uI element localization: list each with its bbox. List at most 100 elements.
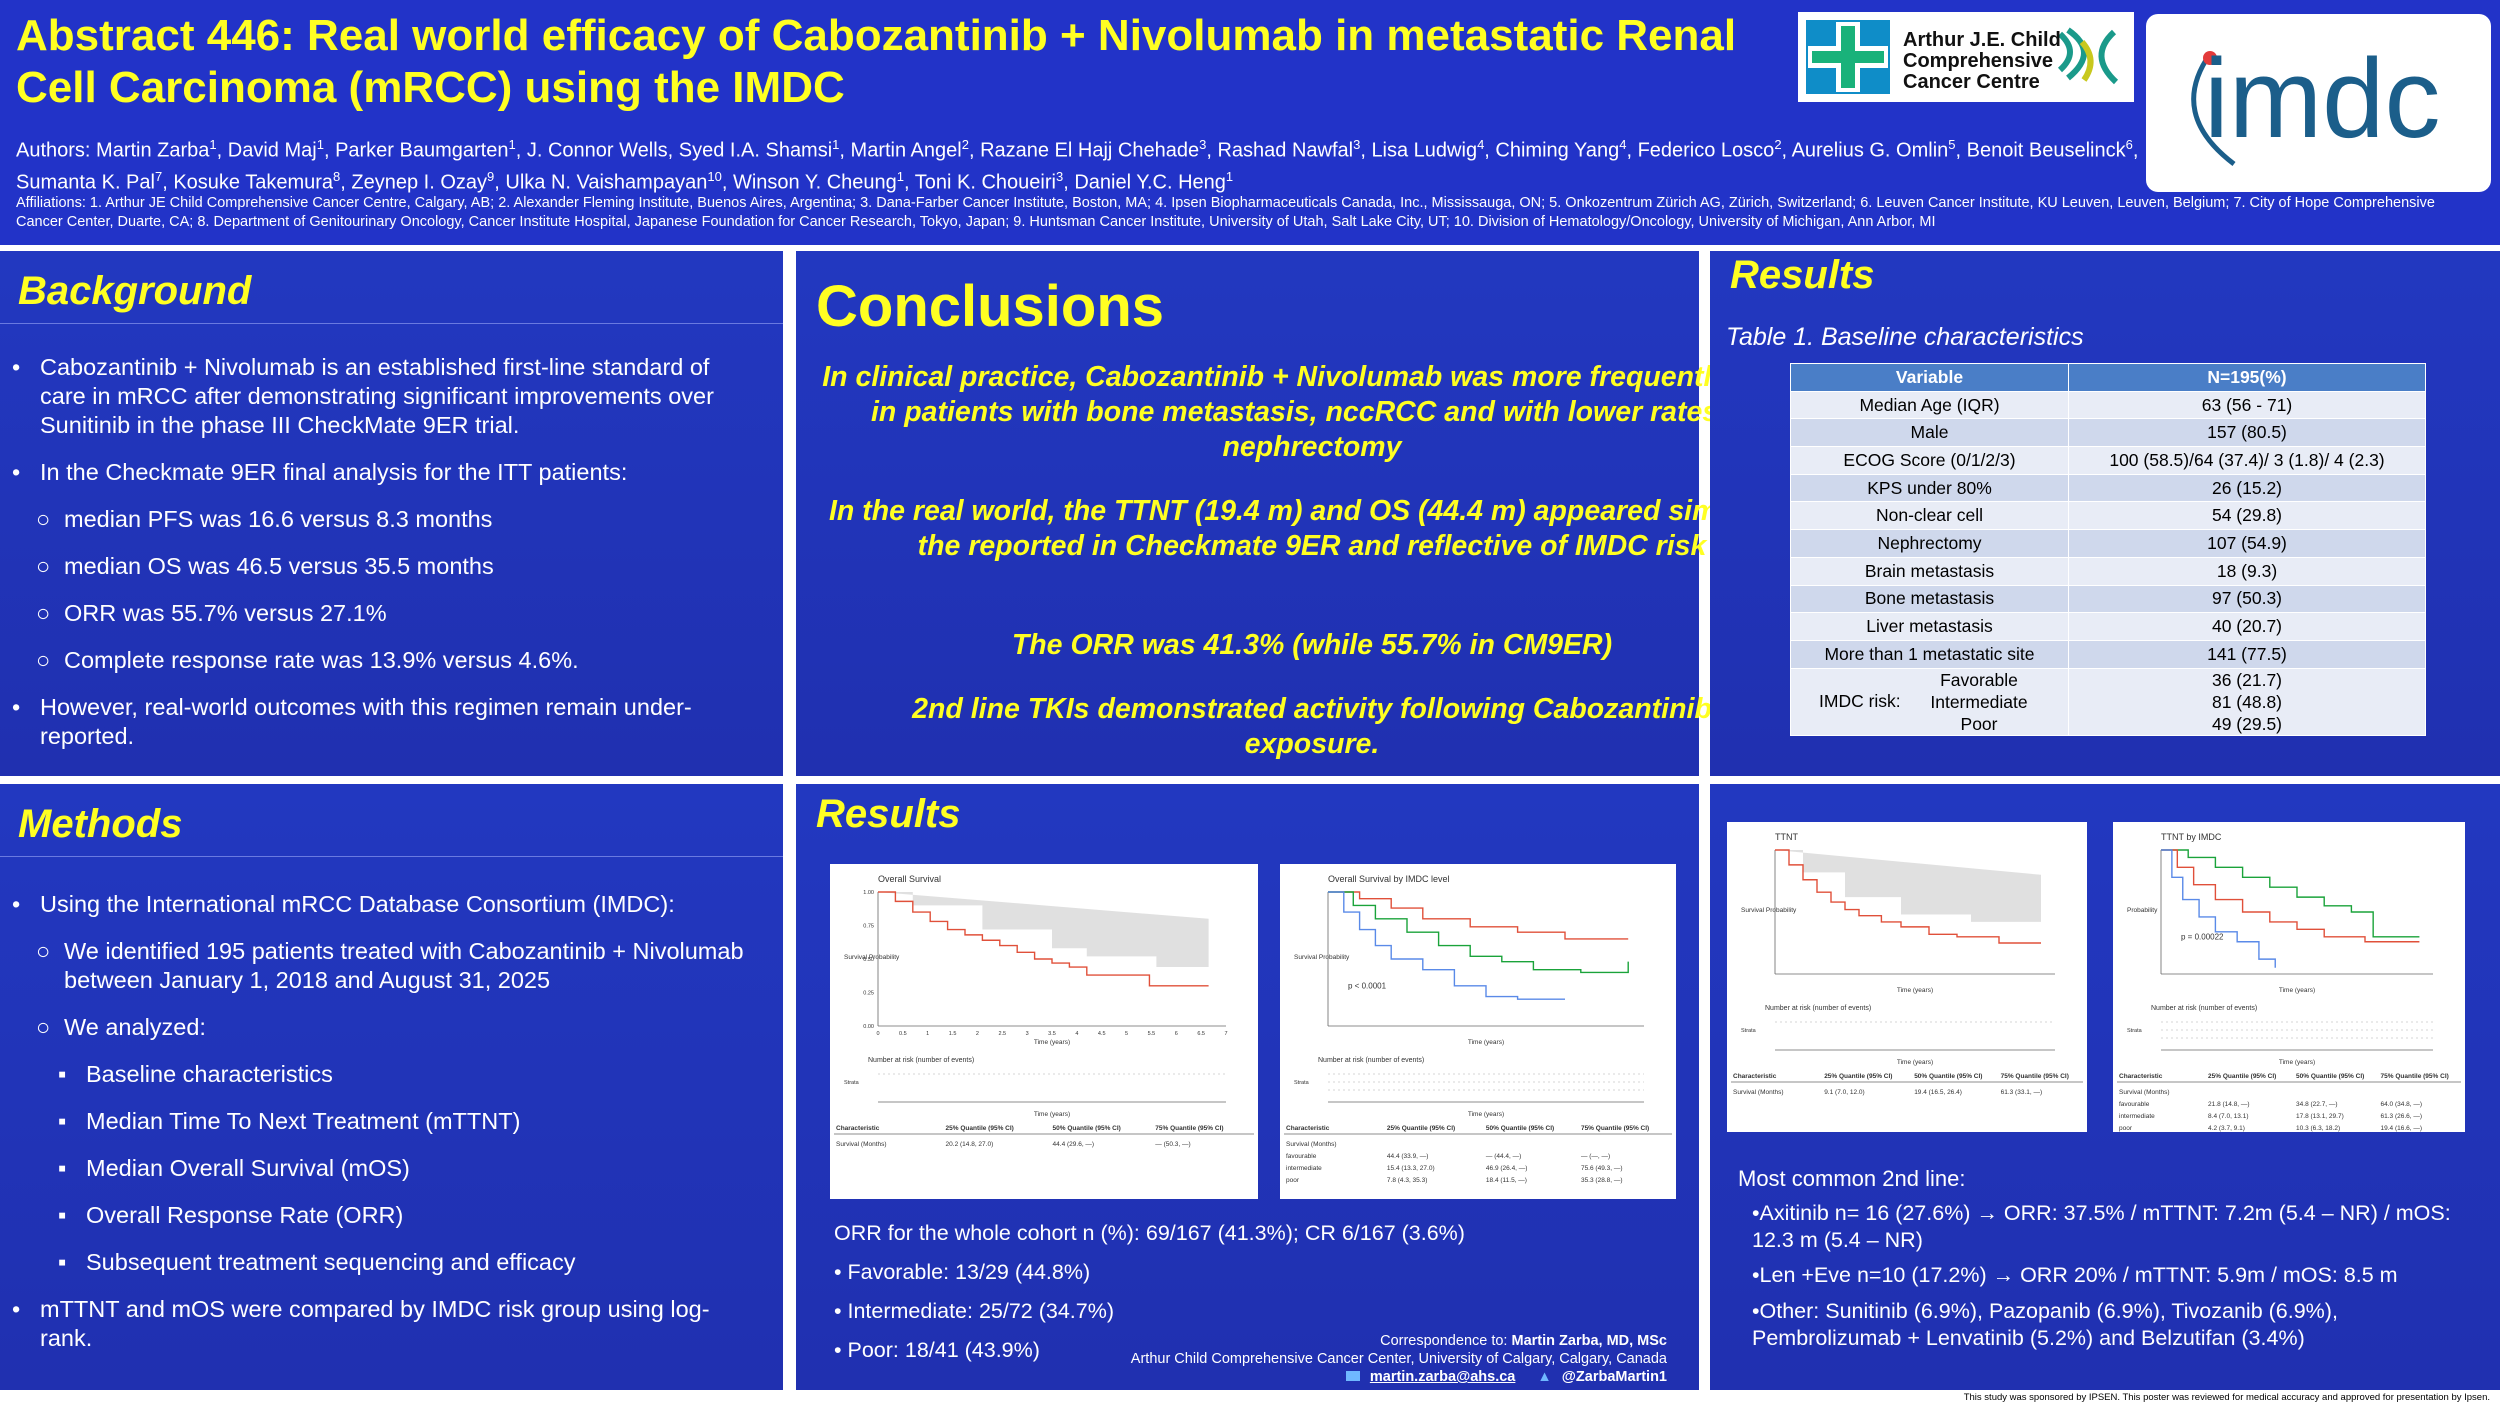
bullet-icon: • — [12, 459, 21, 485]
author-affiliation-number: 5 — [1948, 137, 1956, 152]
table-cell-value: 54 (29.8) — [2068, 501, 2426, 531]
methods-title: Methods — [18, 802, 183, 846]
correspondence-institution: Arthur Child Comprehensive Cancer Center… — [1130, 1351, 1667, 1367]
y-tick-label: 0.25 — [863, 991, 874, 997]
summary-table-cell: 34.8 (22.7, —) — [2296, 1101, 2338, 1108]
summary-table-head: 25% Quantile (95% CI) — [946, 1125, 1014, 1132]
correspondence: Correspondence to: Martin Zarba, MD, MSc… — [1100, 1332, 1667, 1386]
summary-table-cell: — (44.4, —) — [1486, 1153, 1521, 1160]
x-tick-label: 6 — [1175, 1031, 1178, 1037]
table-cell-value: 107 (54.9) — [2068, 529, 2426, 558]
table-cell-variable: ECOG Score (0/1/2/3) — [1790, 446, 2069, 475]
summary-table-cell: — (—, —) — [1581, 1153, 1610, 1160]
results-title-right: Results — [1730, 253, 1875, 297]
logo-line-2: Comprehensive — [1903, 50, 2054, 72]
list-item: ○ We analyzed: — [36, 1013, 760, 1042]
confidence-band — [1775, 850, 2041, 925]
author-name: Chiming Yang — [1495, 139, 1620, 162]
summary-table-cell: 9.1 (7.0, 12.0) — [1824, 1089, 1864, 1096]
conclusion-3: The ORR was 41.3% (while 55.7% in CM9ER) — [1011, 629, 1613, 661]
summary-table-cell: Survival (Months) — [836, 1141, 887, 1148]
list-item-text: Using the International mRCC Database Co… — [40, 891, 675, 917]
summary-table-cell: 61.3 (26.6, —) — [2381, 1113, 2423, 1120]
author-name: Razane El Hajj Chehade — [980, 139, 1200, 162]
survival-curve — [1775, 849, 2041, 944]
list-item-text: Baseline characteristics — [86, 1061, 333, 1087]
author-name: Parker Baumgarten — [335, 139, 509, 162]
strata-label: Strata — [1294, 1080, 1310, 1086]
sponsor-footer: This study was sponsored by IPSEN. This … — [1963, 1392, 2490, 1403]
survival-curve — [1328, 891, 1565, 1000]
table-row: Male 157 (80.5) — [1790, 418, 2426, 448]
table-cell-value: 157 (80.5) — [2068, 418, 2426, 448]
x-tick-label: 3.5 — [1048, 1031, 1056, 1037]
imdc-group: Poor — [1960, 713, 1998, 734]
author-name: Winson Y. Cheung — [732, 171, 897, 194]
plot-xlabel: Time (years) — [2279, 987, 2315, 994]
logo-line-1: Arthur J.E. Child — [1903, 29, 2061, 51]
table-cell-value: 18 (9.3) — [2068, 556, 2426, 586]
x-tick-label: 0 — [876, 1031, 879, 1037]
conclusion-2: In the real world, the TTNT (19.4 m) and… — [828, 495, 1796, 562]
table-cell-value: 63 (56 - 71) — [2068, 390, 2426, 420]
list-item-text: Overall Response Rate (ORR) — [86, 1202, 404, 1228]
orr-line-3: • Intermediate: 25/72 (34.7%) — [834, 1299, 1115, 1323]
list-item: • Cabozantinib + Nivolumab is an establis… — [12, 353, 760, 440]
author-affiliation-number: 1 — [209, 137, 217, 152]
x-tick-label: 7 — [1224, 1031, 1227, 1037]
risk-xlabel: Time (years) — [1468, 1111, 1504, 1118]
summary-table-head: 75% Quantile (95% CI) — [2381, 1073, 2449, 1080]
table-cell-variable: Brain metastasis — [1790, 556, 2069, 586]
survival-curve — [1328, 891, 1629, 974]
second-line-3: •Other: Sunitinib (6.9%), Pazopanib (6.9… — [1752, 1299, 2338, 1350]
table-cell-imdc-values: 36 (21.7) 81 (48.8) 49 (29.5) — [2068, 667, 2426, 736]
table-cell-imdc-label: IMDC risk: Favorable Intermediate Poor — [1790, 667, 2069, 736]
table-cell-variable: Non-clear cell — [1790, 501, 2069, 531]
strata-label: Strata — [1741, 1028, 1757, 1034]
list-item-text: Median Time To Next Treatment (mTTNT) — [86, 1108, 521, 1134]
summary-table-cell: 15.4 (13.3, 27.0) — [1387, 1165, 1435, 1172]
author-affiliation-number: 2 — [961, 137, 969, 152]
summary-table-cell: favourable — [1286, 1153, 1317, 1160]
km-plot-svg: Overall Survival Survival Probability Time… — [834, 874, 1254, 1148]
author-affiliation-number: 4 — [1619, 137, 1627, 152]
conclusion-1: In clinical practice, Cabozantinib + Niv… — [822, 361, 1802, 463]
ttnt-plot: TTNT Survival Probability Time (years) Numb… — [1727, 822, 2087, 1132]
bullet-icon: ▪ — [58, 1108, 67, 1134]
list-item: ○ Complete response rate was 13.9% versus… — [36, 646, 760, 675]
summary-table-cell: 20.2 (14.8, 27.0) — [946, 1141, 994, 1148]
summary-table-head: 75% Quantile (95% CI) — [2001, 1073, 2069, 1080]
table-cell-variable: Nephrectomy — [1790, 529, 2069, 558]
summary-table-head: 75% Quantile (95% CI) — [1155, 1125, 1223, 1132]
x-tick-label: 4.5 — [1098, 1031, 1106, 1037]
summary-table-head: 25% Quantile (95% CI) — [2208, 1073, 2276, 1080]
summary-table-head: 50% Quantile (95% CI) — [2296, 1073, 2364, 1080]
list-item-text: However, real-world outcomes with this r… — [40, 694, 692, 749]
table-cell-variable: Median Age (IQR) — [1790, 390, 2069, 420]
author-name: Benoit Beuselinck — [1966, 139, 2126, 162]
list-item-text: We identified 195 patients treated with … — [64, 938, 744, 993]
table-cell-variable: More than 1 metastatic site — [1790, 639, 2069, 669]
list-item: ○ median OS was 46.5 versus 35.5 months — [36, 552, 760, 581]
risk-table-label: Number at risk (number of events) — [1318, 1057, 1424, 1064]
author-name: Syed I.A. Shamsi — [678, 139, 833, 162]
ttnt-imdc-plot: TTNT by IMDC Probability p = 0.00022 Time (… — [2113, 822, 2465, 1132]
author-name: Sumanta K. Pal — [16, 171, 155, 194]
background-panel: Background • Cabozantinib + Nivolumab is … — [0, 251, 783, 776]
imdc-value: 49 (29.5) — [2211, 713, 2283, 734]
plot-title: TTNT by IMDC — [2161, 832, 2222, 842]
twitter-handle[interactable]: @ZarbaMartin1 — [1561, 1369, 1667, 1385]
table-cell-variable: KPS under 80% — [1790, 473, 2069, 503]
imdc-swoosh-icon — [2191, 51, 2236, 166]
bullet-icon: ○ — [36, 938, 51, 964]
table-row: Median Age (IQR) 63 (56 - 71) — [1790, 390, 2426, 420]
km-plot-svg: TTNT by IMDC Probability p = 0.00022 Time (… — [2117, 832, 2461, 1132]
os-imdc-plot: Overall Survival by IMDC level Survival P… — [1280, 864, 1676, 1199]
table-cell-value: 100 (58.5)/64 (37.4)/ 3 (1.8)/ 4 (2.3) — [2068, 446, 2426, 475]
list-item: ○ We identified 195 patients treated with… — [36, 937, 760, 995]
author-affiliation-number: 3 — [1353, 137, 1361, 152]
summary-table-cell: 44.4 (33.9, —) — [1387, 1153, 1429, 1160]
methods-panel: Methods • Using the International mRCC Da… — [0, 784, 783, 1390]
plot-ylabel: Survival Probability — [1741, 907, 1797, 914]
email-link[interactable]: martin.zarba@ahs.ca — [1369, 1369, 1516, 1385]
